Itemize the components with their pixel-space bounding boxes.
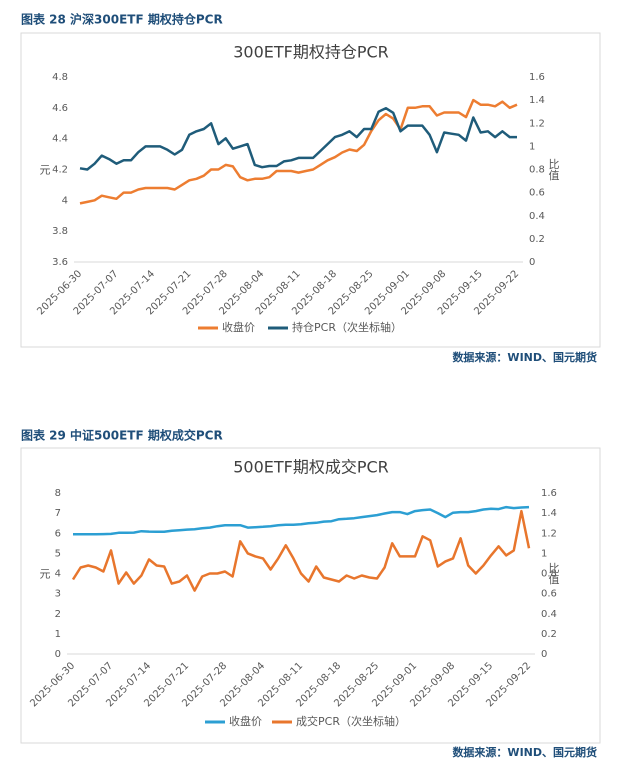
- y2-tick-label: 0: [529, 257, 535, 268]
- y2-tick-label: 0.6: [529, 188, 545, 199]
- series-line: [71, 509, 531, 592]
- y-tick-label: 3.8: [52, 226, 68, 237]
- y2-tick-label: 0.4: [529, 211, 545, 222]
- y-axis-label: 元: [38, 568, 51, 579]
- y-tick-label: 4.4: [52, 134, 68, 145]
- y-tick-label: 3.6: [52, 257, 68, 268]
- y-tick-label: 5: [55, 548, 61, 559]
- y-tick-label: 6: [55, 528, 61, 539]
- y2-tick-label: 1.4: [529, 95, 545, 106]
- y2-tick-label: 1: [529, 141, 535, 152]
- y-tick-label: 2: [55, 609, 61, 620]
- y2-tick-label: 1: [541, 548, 547, 559]
- y2-tick-label: 0: [541, 649, 547, 660]
- y-tick-label: 1: [55, 629, 61, 640]
- series-line: [79, 106, 517, 171]
- y-tick-label: 0: [55, 649, 61, 660]
- legend-label: 收盘价: [222, 320, 255, 334]
- y-tick-label: 4.2: [52, 165, 68, 176]
- y-tick-label: 4.8: [52, 72, 68, 83]
- y-tick-label: 4: [62, 195, 68, 206]
- chart-title: 500ETF期权成交PCR: [233, 458, 389, 477]
- y2-tick-label: 0.6: [541, 589, 557, 600]
- y-axis-label: 元: [38, 164, 51, 175]
- y2-tick-label: 0.4: [541, 609, 557, 620]
- chart-frame: [20, 32, 601, 348]
- y2-axis-label: 比值: [547, 562, 560, 585]
- y2-tick-label: 0.2: [529, 234, 545, 245]
- y2-axis-label: 比值: [547, 158, 560, 181]
- y2-tick-label: 1.2: [529, 118, 545, 129]
- source: 数据来源：WIND、国元期货: [452, 350, 597, 364]
- y-tick-label: 7: [55, 508, 61, 519]
- y2-tick-label: 0.8: [541, 569, 557, 580]
- y-tick-label: 4: [55, 569, 61, 580]
- caption: 图表 28 沪深300ETF 期权持仓PCR: [21, 12, 223, 27]
- chart-title: 300ETF期权持仓PCR: [233, 43, 389, 62]
- y-tick-label: 4.6: [52, 103, 68, 114]
- y2-tick-label: 1.4: [541, 508, 557, 519]
- y2-tick-label: 1.6: [529, 72, 545, 83]
- legend-label: 收盘价: [229, 714, 262, 728]
- y-tick-label: 8: [55, 488, 61, 499]
- legend-label: 持仓PCR（次坐标轴）: [292, 320, 402, 334]
- legend-label: 成交PCR（次坐标轴）: [296, 714, 406, 728]
- y2-tick-label: 1.2: [541, 528, 557, 539]
- series-line: [73, 505, 530, 536]
- source: 数据来源：WIND、国元期货: [452, 745, 597, 759]
- chart-frame: [20, 447, 601, 744]
- y2-tick-label: 1.6: [541, 488, 557, 499]
- y2-tick-label: 0.2: [541, 629, 557, 640]
- caption: 图表 29 中证500ETF 期权成交PCR: [21, 428, 223, 443]
- series-line: [79, 98, 518, 205]
- y-tick-label: 3: [55, 589, 61, 600]
- y2-tick-label: 0.8: [529, 165, 545, 176]
